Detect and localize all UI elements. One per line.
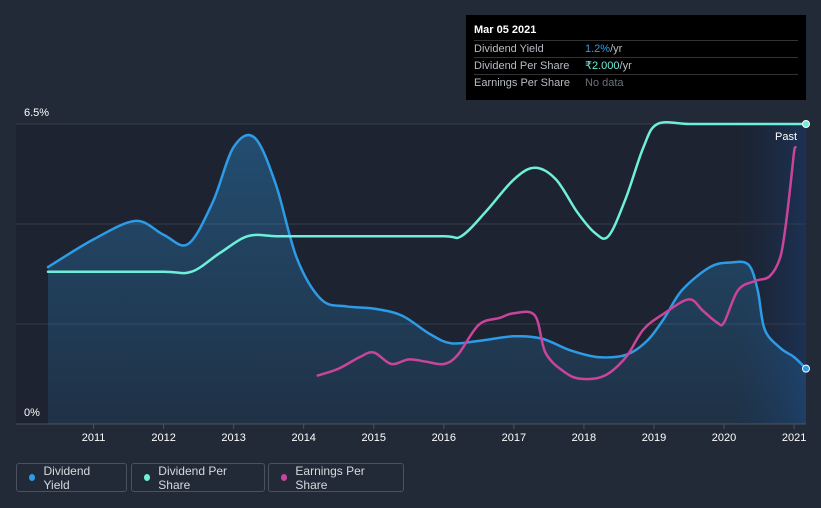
past-label: Past — [775, 131, 797, 143]
tooltip-label: Dividend Yield — [474, 43, 544, 55]
x-tick-label: 2019 — [642, 432, 666, 444]
x-tick-label: 2013 — [221, 432, 245, 444]
legend-dot-icon — [281, 474, 288, 481]
tooltip: Mar 05 2021 Dividend Yield 1.2% /yr Divi… — [466, 15, 806, 100]
legend-item-dividend-per-share[interactable]: Dividend Per Share — [131, 463, 265, 492]
dividend-per-share-line — [46, 121, 808, 275]
dividend-yield-end-marker — [802, 364, 810, 373]
tooltip-label: Earnings Per Share — [474, 77, 570, 89]
tooltip-date: Mar 05 2021 — [474, 24, 537, 36]
legend-dot-icon — [29, 474, 36, 481]
y-axis-min-label: 0% — [24, 407, 40, 419]
y-axis-max-label: 6.5% — [24, 107, 49, 119]
x-tick-label: 2020 — [712, 432, 736, 444]
x-tick-label: 2012 — [151, 432, 175, 444]
tooltip-row-dividend-yield: Dividend Yield 1.2% /yr — [474, 40, 798, 57]
dividend-per-share-end-marker — [802, 120, 810, 128]
tooltip-row-dividend-per-share: Dividend Per Share ₹2.000 /yr — [474, 57, 798, 74]
dividend-yield-area — [48, 135, 806, 425]
x-tick-label: 2014 — [291, 432, 315, 444]
x-tick-label: 2021 — [782, 432, 806, 444]
x-axis: 2011 2012 2013 2014 2015 2016 2017 2018 2019 2020… — [82, 424, 806, 444]
tooltip-value: 1.2% — [585, 43, 611, 55]
x-tick-label: 2011 — [82, 432, 106, 444]
legend-label: Earnings Per Share — [295, 463, 365, 492]
legend-label: Dividend Yield — [43, 463, 91, 492]
tooltip-label: Dividend Per Share — [474, 60, 570, 72]
tooltip-value: ₹2.000 — [585, 60, 620, 72]
x-tick-label: 2015 — [362, 432, 386, 444]
dividend-yield-line — [46, 133, 808, 370]
tooltip-unit: /yr — [610, 43, 623, 55]
legend-dot-icon — [144, 474, 151, 481]
legend-label: Dividend Per Share — [158, 463, 227, 492]
legend-item-dividend-yield[interactable]: Dividend Yield — [16, 463, 127, 492]
x-tick-label: 2016 — [432, 432, 456, 444]
x-tick-label: 2018 — [572, 432, 596, 444]
tooltip-row-earnings-per-share: Earnings Per Share No data — [474, 74, 798, 91]
x-tick-label: 2017 — [502, 432, 526, 444]
earnings-per-share-line — [316, 145, 797, 381]
tooltip-value: No data — [585, 77, 624, 89]
legend-item-earnings-per-share[interactable]: Earnings Per Share — [268, 463, 404, 492]
tooltip-unit: /yr — [619, 60, 632, 72]
